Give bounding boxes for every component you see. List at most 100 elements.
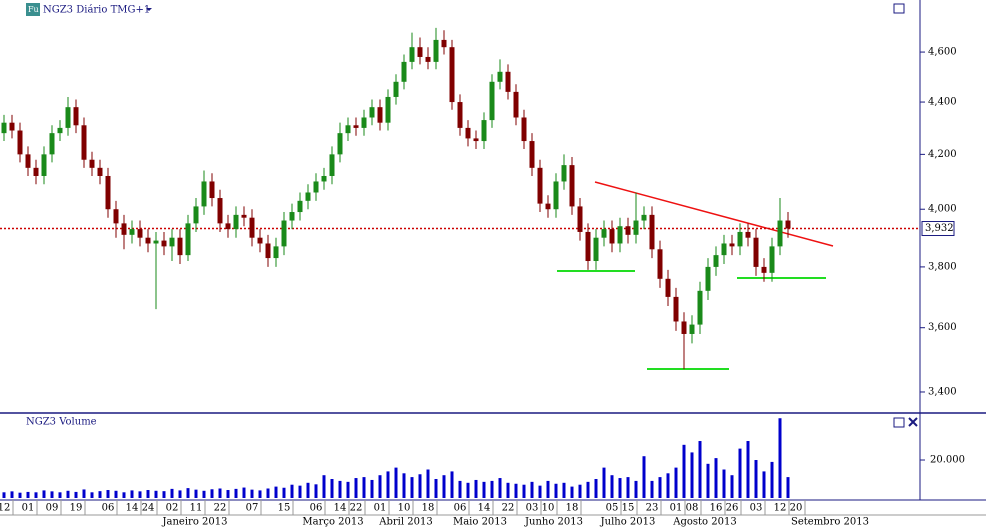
candle-body xyxy=(769,246,775,273)
volume-bar xyxy=(234,488,238,498)
chart-title[interactable]: NGZ3 Diário TMG+1 xyxy=(43,5,150,16)
y-tick-label: 3,600 xyxy=(928,322,957,333)
x-tick-label: 19 xyxy=(70,503,83,514)
x-tick-label: 23 xyxy=(646,503,659,514)
x-tick-label: 03 xyxy=(526,503,539,514)
candle-body xyxy=(641,214,647,221)
volume-bar xyxy=(242,487,246,498)
y-tick-label: 4,200 xyxy=(928,149,957,160)
x-tick-label: 18 xyxy=(566,503,579,514)
volume-bar xyxy=(266,488,270,498)
candle-body xyxy=(9,122,15,131)
candle-body xyxy=(465,127,471,139)
candle-body xyxy=(113,209,119,224)
candle-body xyxy=(593,237,599,262)
volume-bar xyxy=(226,490,230,498)
candle-body xyxy=(705,266,711,291)
volume-bar xyxy=(218,488,222,498)
candle-body xyxy=(393,81,399,97)
volume-bar xyxy=(562,482,566,498)
candle-body xyxy=(609,229,615,244)
candle-body xyxy=(449,47,455,103)
volume-bar xyxy=(778,418,782,498)
volume-bar xyxy=(642,456,646,498)
volume-bar xyxy=(434,479,438,498)
dropdown-arrow[interactable] xyxy=(146,8,152,11)
volume-bar xyxy=(634,480,638,498)
x-tick-label: 10 xyxy=(398,503,411,514)
candle-body xyxy=(617,226,623,244)
month-label: Agosto 2013 xyxy=(672,517,736,528)
volume-bar xyxy=(50,491,54,498)
candle-body xyxy=(153,240,159,244)
volume-bar xyxy=(594,479,598,498)
candle-body xyxy=(145,237,151,244)
candle-body xyxy=(601,229,607,238)
y-tick-label: 3,800 xyxy=(928,261,957,272)
maximize-button[interactable] xyxy=(893,417,905,428)
volume-bar xyxy=(250,489,254,498)
candle-body xyxy=(97,167,103,176)
candle-body xyxy=(545,203,551,210)
volume-bar xyxy=(210,489,214,498)
volume-bar xyxy=(786,477,790,498)
volume-bar xyxy=(450,471,454,498)
volume-bar xyxy=(74,491,78,498)
candle-body xyxy=(353,125,359,128)
volume-bar xyxy=(194,489,198,498)
volume-bar xyxy=(362,477,366,498)
volume-bar xyxy=(330,479,334,498)
month-label: Junho 2013 xyxy=(524,517,583,528)
maximize-button[interactable] xyxy=(893,3,905,14)
volume-bar xyxy=(322,475,326,498)
volume-bar xyxy=(386,471,390,498)
volume-bar xyxy=(626,477,630,498)
close-button[interactable] xyxy=(908,417,918,427)
volume-bar xyxy=(546,480,550,498)
volume-bar xyxy=(602,467,606,498)
volume-title: NGZ3 Volume xyxy=(26,417,97,428)
candle-body xyxy=(729,243,735,247)
volume-bar xyxy=(18,492,22,498)
volume-bar xyxy=(674,467,678,498)
candle-body xyxy=(553,181,559,210)
candle-body xyxy=(1,122,7,134)
candle-body xyxy=(409,47,415,62)
x-tick-label: 06 xyxy=(310,503,323,514)
candle-body xyxy=(441,39,447,48)
volume-bar xyxy=(426,469,430,498)
volume-bar xyxy=(370,479,374,498)
candle-body xyxy=(41,154,47,176)
candle-body xyxy=(497,71,503,82)
candle-body xyxy=(345,125,351,134)
volume-bar xyxy=(138,491,142,498)
candle-body xyxy=(25,154,31,168)
candle-body xyxy=(369,107,375,118)
y-tick-label: 4,400 xyxy=(928,97,957,108)
candle-body xyxy=(313,181,319,193)
candle-body xyxy=(177,237,183,256)
volume-bar xyxy=(490,480,494,498)
candle-body xyxy=(577,206,583,232)
candle-body xyxy=(681,321,687,334)
volume-bar xyxy=(666,473,670,498)
volume-bar xyxy=(338,480,342,498)
candle-body xyxy=(753,237,759,267)
candle-body xyxy=(297,200,303,213)
candle-body xyxy=(481,120,487,142)
candle-body xyxy=(17,130,23,155)
volume-bar xyxy=(554,483,558,498)
month-label: Julho 2013 xyxy=(600,517,656,528)
volume-bar xyxy=(26,491,30,498)
volume-bar xyxy=(42,490,46,498)
candle-body xyxy=(377,107,383,123)
volume-bar xyxy=(722,469,726,498)
volume-bar xyxy=(586,481,590,498)
trend-line xyxy=(594,181,834,247)
candle-body xyxy=(673,296,679,322)
candle-body xyxy=(241,214,247,218)
candle-body xyxy=(233,214,239,230)
x-tick-label: 01 xyxy=(374,503,387,514)
volume-bar xyxy=(282,487,286,498)
